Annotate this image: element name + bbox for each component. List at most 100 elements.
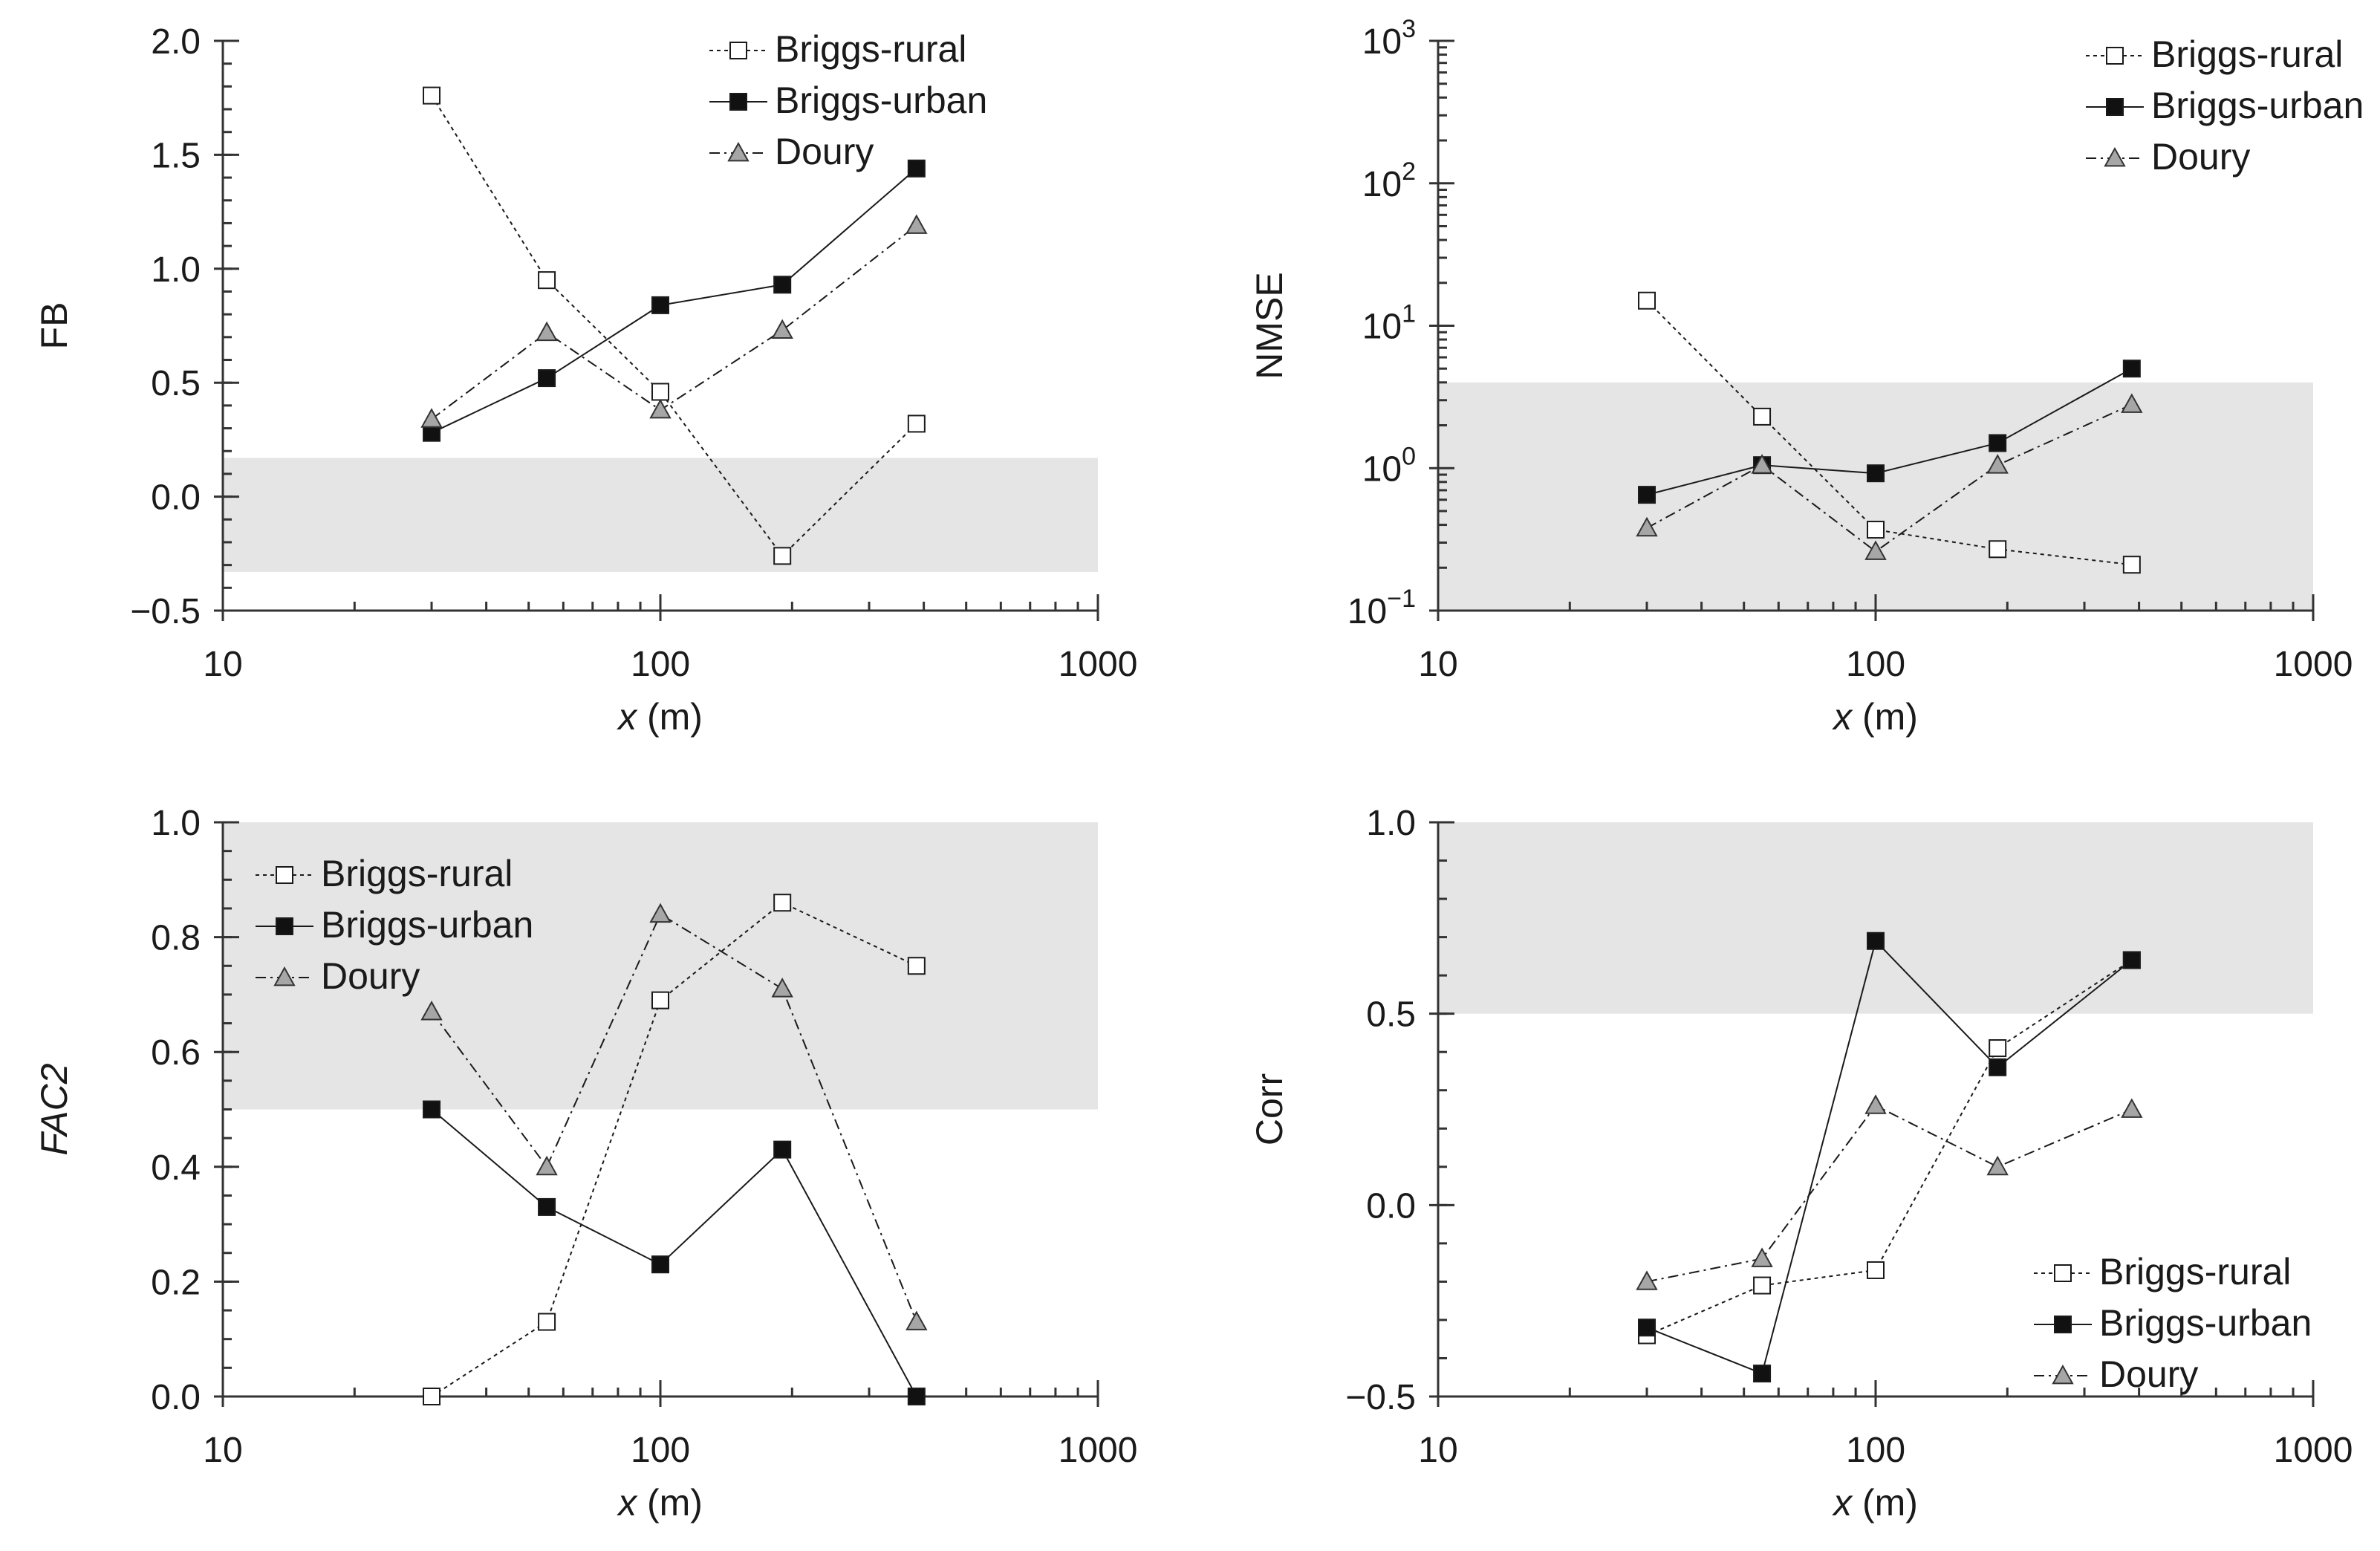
series-line-doury [431, 224, 917, 420]
data-point-doury [905, 1310, 928, 1330]
data-point-doury [2121, 1098, 2143, 1118]
data-point-briggs-urban [1867, 931, 1885, 950]
y-tick-label: 1.0 [151, 804, 201, 843]
data-point-briggs-rural [773, 547, 792, 565]
x-axis-unit: (m) [1852, 696, 1918, 738]
y-tick-base: 10 [1347, 592, 1387, 631]
data-point-briggs-rural [651, 991, 669, 1009]
y-tick-label: 2.0 [151, 22, 201, 62]
data-point-doury [420, 408, 443, 428]
data-point-briggs-urban [1753, 1365, 1772, 1383]
chart-corr: 10 100 1000 −0.5 0.0 0.5 1.0 Corr x (m) Briggs-ru… [1249, 804, 2353, 1524]
legend-label: Doury [321, 955, 420, 997]
data-point-briggs-rural [907, 957, 926, 975]
x-tick-label: 10 [1418, 1431, 1457, 1470]
data-point-briggs-urban [423, 1100, 441, 1119]
legend-label: Briggs-urban [2151, 85, 2364, 126]
x-axis-variable: x [1832, 1482, 1853, 1524]
series-line-doury [431, 913, 917, 1322]
legend-marker-doury [2052, 1364, 2074, 1385]
data-point-doury [771, 978, 793, 998]
y-tick-label: 0.8 [151, 919, 201, 958]
data-point-briggs-urban [773, 276, 792, 294]
data-point-doury [1986, 1155, 2009, 1176]
data-point-briggs-urban [538, 369, 556, 388]
acceptance-band [223, 822, 1098, 1110]
y-tick-base: 10 [1362, 308, 1402, 347]
legend-label: Briggs-urban [321, 904, 533, 946]
y-tick-base: 10 [1362, 449, 1402, 489]
data-point-briggs-urban [651, 1255, 669, 1274]
acceptance-band [1438, 382, 2313, 611]
y-tick-label: 100 [1362, 442, 1416, 489]
data-point-doury [1636, 516, 1658, 537]
legend: Briggs-rural Briggs-urban Doury [2034, 1251, 2312, 1395]
y-tick-label: −0.5 [1345, 1378, 1416, 1417]
y-tick-label: 103 [1362, 15, 1416, 62]
legend-label: Briggs-rural [775, 28, 966, 70]
data-point-briggs-rural [651, 383, 669, 401]
y-tick-exponent: 2 [1402, 157, 1416, 186]
x-axis-title: x (m) [617, 696, 703, 738]
x-tick-label: 1000 [1059, 645, 1138, 684]
y-tick-label: 1.0 [1366, 804, 1416, 843]
data-point-doury [649, 398, 672, 419]
data-point-briggs-urban [1989, 1058, 2007, 1076]
data-point-doury [771, 319, 793, 339]
data-point-briggs-urban [773, 1140, 792, 1159]
legend-label: Doury [2099, 1353, 2198, 1395]
x-tick-label: 100 [1846, 1431, 1905, 1470]
legend: Briggs-rural Briggs-urban Doury [709, 28, 987, 172]
data-point-briggs-rural [538, 1313, 556, 1331]
y-tick-label: 1.5 [151, 136, 201, 175]
x-tick-label: 1000 [2274, 645, 2353, 684]
legend-label: Briggs-urban [2099, 1302, 2312, 1344]
data-point-briggs-rural [423, 86, 441, 105]
legend: Briggs-rural Briggs-urban Doury [2086, 33, 2364, 178]
x-tick-label: 100 [631, 645, 690, 684]
acceptance-band [1438, 822, 2313, 1014]
x-axis-title: x (m) [1832, 696, 1918, 738]
x-axis-variable: x [617, 1482, 638, 1524]
y-tick-label: 0.5 [151, 364, 201, 403]
y-tick-label: 101 [1362, 300, 1416, 347]
x-tick-label: 1000 [1059, 1431, 1138, 1470]
data-point-briggs-rural [773, 894, 792, 912]
legend-marker-doury [2104, 146, 2126, 167]
data-point-briggs-rural [1753, 407, 1772, 426]
x-axis-unit: (m) [1852, 1482, 1918, 1524]
data-point-doury [536, 1155, 558, 1176]
y-tick-label: 0.0 [151, 478, 201, 518]
data-point-doury [1864, 540, 1887, 560]
data-point-briggs-urban [2122, 951, 2141, 969]
legend-marker-briggs-urban [276, 917, 293, 935]
series-line-briggs-urban [431, 168, 917, 434]
data-point-briggs-rural [538, 271, 556, 290]
acceptance-band [223, 458, 1098, 572]
legend-marker-doury [273, 966, 296, 986]
data-point-doury [1864, 1094, 1887, 1114]
data-point-briggs-urban [907, 1388, 926, 1405]
x-axis-unit: (m) [637, 696, 703, 738]
legend-label: Briggs-rural [321, 853, 513, 894]
y-tick-exponent: 0 [1402, 442, 1416, 470]
data-point-briggs-urban [1989, 434, 2007, 452]
y-tick-label: 1.0 [151, 250, 201, 290]
x-tick-label: 10 [1418, 645, 1457, 684]
data-point-briggs-urban [1638, 1318, 1656, 1337]
y-tick-exponent: 1 [1402, 300, 1416, 328]
legend-label: Briggs-urban [775, 79, 987, 121]
data-point-doury [536, 321, 558, 342]
data-point-briggs-rural [1753, 1276, 1772, 1295]
data-point-doury [1751, 454, 1773, 474]
y-tick-label: 10−1 [1347, 585, 1416, 631]
legend-marker-briggs-urban [2106, 98, 2124, 116]
y-axis-title: Corr [1249, 1073, 1290, 1145]
data-point-briggs-urban [2122, 360, 2141, 378]
legend-marker-briggs-urban [2054, 1316, 2072, 1333]
chart-fb: 10 100 1000 −0.5 0.0 0.5 1.0 1.5 2.0 FB x (m) Brigg… [33, 22, 1137, 738]
y-axis-title: FAC2 [33, 1063, 75, 1155]
legend-marker-briggs-rural [276, 866, 293, 884]
